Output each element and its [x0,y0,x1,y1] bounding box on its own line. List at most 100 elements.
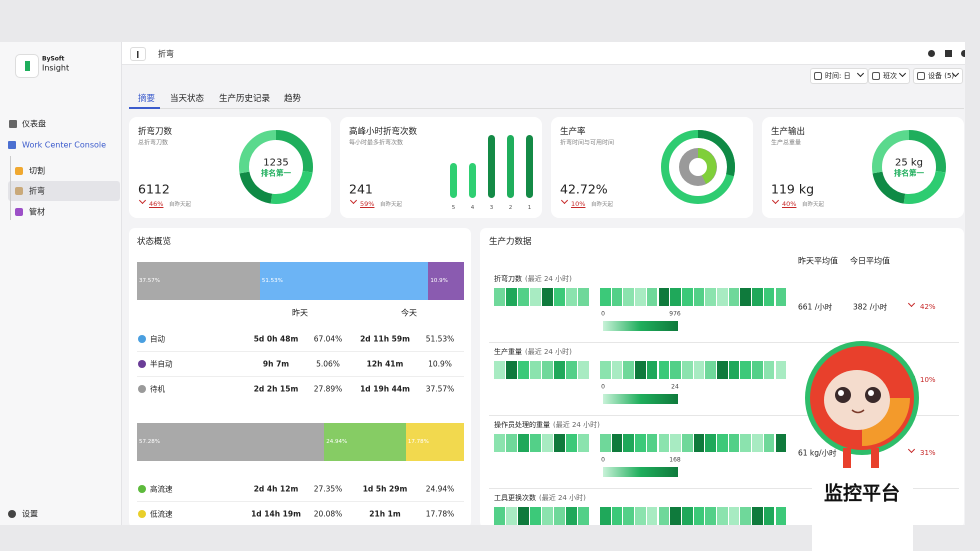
top-icon[interactable] [928,50,935,57]
filter[interactable]: 班次 [868,68,910,84]
status-duration: 1d 14h 19m [251,509,301,519]
menu-button[interactable] [130,47,146,61]
heat-cell [578,507,589,525]
scale-label: 0 [601,310,605,318]
status-percent: 27.89% [313,384,343,394]
heat-cell [646,434,658,452]
filter-icon [814,72,822,80]
average-yesterday: 61 kg/小时 [798,448,837,458]
heat-cell [646,361,658,379]
top-icon[interactable] [961,50,965,57]
shape [851,409,865,414]
heat-cell [717,507,728,525]
heat-cell [542,288,553,306]
status-percent: 17.78% [425,509,455,519]
segment-label: 10.9% [430,278,448,284]
status-name: 高流速 [150,484,173,494]
nav-item[interactable]: 管材 [29,207,45,217]
nav-item[interactable]: Work Center Console [22,140,107,150]
heat-cell [635,507,646,525]
heat-cell [763,434,775,452]
settings-icon [8,510,16,518]
filter-icon [917,72,925,80]
item-line [10,156,11,220]
bar-segment [405,423,464,461]
item-icon [15,208,23,216]
average-yesterday: 661 /小时 [798,302,833,312]
kpi-subtitle: 总折弯刀数 [138,139,169,147]
tab[interactable]: 趋势 [284,94,302,104]
kpi-change: 10% [571,200,586,208]
heat-cell [566,434,577,452]
nav-item[interactable]: 切割 [29,166,45,176]
change-arrow [907,299,918,310]
heat-cell [775,361,787,379]
heat-cell [670,288,681,306]
kpi-title: 高峰小时折弯次数 [349,127,418,137]
heat-cell [763,361,775,379]
kpi-change-arrow [560,196,571,207]
topbar [122,42,965,65]
metric-label: 工具更换次数 [494,494,536,502]
heat-cell [658,507,670,525]
panel-title: 状态概览 [137,237,172,247]
peak-bar [469,163,476,198]
filter[interactable]: 时间: 日 [810,68,868,84]
heat-cell [518,288,529,306]
heat-cell [600,361,611,379]
row-divider [489,415,959,416]
heat-cell [578,288,589,306]
nav-item[interactable]: 折弯 [29,186,45,196]
item-icon [8,141,16,149]
kpi-card: 折弯刀数 总折弯刀数 6112 46% 自昨天起 1235 排名第一 [129,117,331,218]
scale-label: 0 [601,383,605,391]
nav-settings[interactable]: 设置 [22,509,38,519]
logo [15,54,39,78]
tab[interactable]: 生产历史记录 [219,94,271,104]
top-icon[interactable] [945,50,952,57]
average-today: 382 /小时 [853,302,888,312]
heat-cell [681,288,693,306]
heat-cell [681,434,693,452]
shape [872,130,946,204]
heat-cell [705,361,716,379]
heat-cell [494,434,505,452]
filter[interactable]: 设备 (5) [913,68,963,84]
peak-bar [526,135,533,198]
status-percent: 20.08% [313,509,343,519]
tab[interactable]: 当天状态 [170,94,205,104]
segment-label: 17.78% [407,439,429,445]
nav-item[interactable]: 仪表盘 [22,119,46,129]
heat-cell [646,507,658,525]
heat-cell [658,288,670,306]
status-duration: 21h 1m [369,509,401,519]
heat-cell [566,361,577,379]
heat-cell [752,434,763,452]
heat-cell [752,507,763,525]
average-change: 31% [920,449,936,457]
status-percent: 5.06% [316,359,340,369]
heat-cell [566,288,577,306]
heat-cell [600,288,611,306]
kpi-value: 119 kg [771,181,815,197]
kpi-change-note: 自昨天起 [591,202,614,208]
heat-cell [566,507,577,525]
shape [872,130,946,204]
bar-label: 4 [470,205,475,211]
tab[interactable]: 摘要 [138,94,156,104]
kpi-title: 折弯刀数 [138,127,173,137]
bar-segment [137,423,325,461]
heat-cell [775,507,787,525]
overlay-box: 监控平台 [812,470,913,551]
tabs-line [129,108,964,109]
status-duration: 2d 11h 59m [360,334,410,344]
metric-label: 生产重量 [494,348,522,356]
bar-segment [428,262,464,300]
shape [824,370,890,430]
heat-cell [518,361,529,379]
heat-cell [681,507,693,525]
app: BySoft Insight 仪表盘 Work Center Console 切割 折弯管… [0,42,965,525]
kpi-change-note: 自昨天起 [380,202,403,208]
heat-cell [740,361,752,379]
shape [661,130,735,204]
